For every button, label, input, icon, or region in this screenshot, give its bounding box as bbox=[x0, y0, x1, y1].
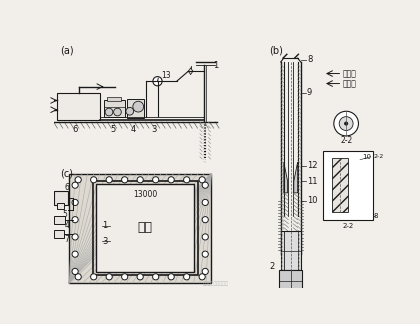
Text: 2-2: 2-2 bbox=[342, 223, 353, 229]
Circle shape bbox=[137, 274, 143, 280]
Circle shape bbox=[72, 268, 78, 274]
Bar bbox=[57, 203, 64, 209]
Circle shape bbox=[184, 177, 190, 183]
Circle shape bbox=[72, 199, 78, 205]
Bar bbox=[281, 231, 301, 270]
Text: 2-2: 2-2 bbox=[340, 136, 352, 145]
Bar bbox=[332, 158, 348, 212]
Bar bbox=[54, 216, 65, 224]
Circle shape bbox=[334, 111, 359, 136]
Text: 10: 10 bbox=[362, 154, 372, 160]
Text: 13: 13 bbox=[161, 71, 171, 80]
Text: 8: 8 bbox=[307, 55, 312, 64]
Text: 1: 1 bbox=[102, 222, 108, 230]
Text: 高压水: 高压水 bbox=[343, 69, 357, 78]
Circle shape bbox=[75, 274, 81, 280]
Text: 1: 1 bbox=[213, 61, 218, 70]
Bar bbox=[93, 180, 197, 275]
Bar bbox=[54, 230, 63, 237]
Text: (b): (b) bbox=[269, 45, 283, 55]
Text: 3: 3 bbox=[151, 125, 156, 134]
Text: 10: 10 bbox=[307, 196, 318, 205]
Polygon shape bbox=[284, 162, 288, 193]
Circle shape bbox=[91, 177, 97, 183]
Text: 6: 6 bbox=[72, 125, 78, 134]
Text: (a): (a) bbox=[60, 45, 74, 55]
Bar bbox=[279, 270, 302, 293]
Circle shape bbox=[72, 251, 78, 257]
Bar bbox=[96, 184, 194, 272]
Circle shape bbox=[106, 177, 112, 183]
Bar bbox=[58, 93, 100, 120]
Circle shape bbox=[75, 177, 81, 183]
Text: 微信公众号易先排水: 微信公众号易先排水 bbox=[202, 281, 228, 286]
Text: 地下水: 地下水 bbox=[343, 79, 357, 88]
Circle shape bbox=[126, 108, 134, 115]
Circle shape bbox=[105, 108, 113, 116]
Circle shape bbox=[168, 177, 174, 183]
Circle shape bbox=[168, 274, 174, 280]
Circle shape bbox=[199, 274, 205, 280]
Text: 4: 4 bbox=[130, 125, 136, 134]
Circle shape bbox=[72, 217, 78, 223]
Circle shape bbox=[152, 177, 159, 183]
Circle shape bbox=[202, 268, 208, 274]
Circle shape bbox=[122, 177, 128, 183]
Polygon shape bbox=[294, 162, 298, 193]
Text: 7: 7 bbox=[64, 235, 69, 244]
Bar bbox=[323, 151, 373, 220]
Text: 9: 9 bbox=[307, 88, 312, 97]
Polygon shape bbox=[72, 99, 85, 112]
Text: (c): (c) bbox=[60, 168, 73, 178]
Circle shape bbox=[202, 182, 208, 188]
Circle shape bbox=[91, 274, 97, 280]
Circle shape bbox=[199, 177, 205, 183]
Circle shape bbox=[122, 274, 128, 280]
Text: 8: 8 bbox=[374, 213, 378, 219]
Text: 4: 4 bbox=[64, 221, 69, 230]
Bar bbox=[104, 100, 125, 117]
Circle shape bbox=[113, 108, 121, 116]
Text: 2-2: 2-2 bbox=[374, 154, 384, 159]
Bar bbox=[69, 174, 211, 283]
Text: 12: 12 bbox=[307, 161, 318, 170]
Circle shape bbox=[137, 177, 143, 183]
Circle shape bbox=[106, 274, 112, 280]
Bar bbox=[108, 97, 121, 101]
Text: 2: 2 bbox=[269, 261, 275, 271]
Text: 6: 6 bbox=[64, 183, 69, 192]
Circle shape bbox=[152, 274, 159, 280]
Circle shape bbox=[345, 122, 348, 125]
Text: 13000: 13000 bbox=[133, 190, 158, 199]
Text: 3: 3 bbox=[102, 237, 108, 246]
Circle shape bbox=[133, 101, 144, 112]
Text: 5: 5 bbox=[110, 125, 116, 134]
Circle shape bbox=[72, 182, 78, 188]
Bar bbox=[54, 191, 68, 205]
Circle shape bbox=[202, 234, 208, 240]
Text: 11: 11 bbox=[307, 177, 318, 186]
Circle shape bbox=[202, 199, 208, 205]
Circle shape bbox=[339, 117, 353, 131]
Circle shape bbox=[153, 76, 162, 86]
Bar bbox=[127, 99, 144, 118]
Text: 5: 5 bbox=[63, 210, 68, 219]
Circle shape bbox=[184, 274, 190, 280]
Circle shape bbox=[72, 234, 78, 240]
Circle shape bbox=[202, 251, 208, 257]
Text: 基坑: 基坑 bbox=[138, 221, 153, 235]
Circle shape bbox=[202, 217, 208, 223]
